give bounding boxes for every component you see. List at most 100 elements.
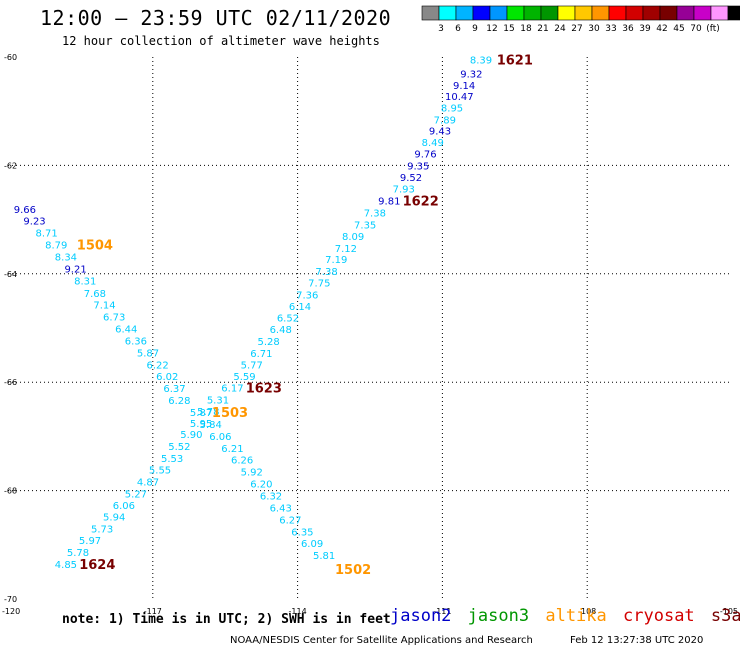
color-scale-label: 21	[537, 24, 548, 34]
color-scale-label: 24	[554, 24, 566, 34]
y-tick-label: -70	[4, 595, 17, 604]
x-tick-label: -105	[720, 607, 738, 616]
wave-height-point: 5.90	[180, 430, 202, 441]
color-scale-label: 15	[503, 24, 514, 34]
pass-number-label: 1503	[212, 406, 248, 421]
wave-height-point: 9.43	[429, 127, 451, 138]
wave-height-point: 6.43	[270, 503, 292, 514]
wave-height-point: 8.31	[74, 276, 96, 287]
pass-number-label: 1502	[335, 563, 371, 578]
color-scale-label: 12	[486, 24, 497, 34]
color-scale-label: 36	[622, 24, 634, 34]
wave-height-point: 4.85	[55, 560, 77, 571]
wave-height-point: 5.31	[207, 396, 229, 407]
wave-height-point: 6.02	[156, 372, 178, 383]
wave-height-point: 5.78	[197, 407, 219, 418]
color-scale-label: 18	[520, 24, 532, 34]
satellite-legend-cryosat: cryosat	[623, 606, 695, 626]
wave-height-point: 6.35	[291, 527, 313, 538]
wave-height-point: 7.14	[93, 301, 115, 312]
wave-height-point: 6.73	[103, 313, 125, 324]
wave-height-point: 9.81	[378, 197, 400, 208]
wave-height-point: 8.09	[342, 232, 364, 243]
x-tick-label: -117	[144, 607, 162, 616]
wave-height-point: 9.23	[23, 217, 45, 228]
wave-height-point: 5.87	[190, 408, 212, 419]
color-scale-label: 45	[673, 24, 684, 34]
wave-height-point: 5.92	[241, 468, 263, 479]
wave-height-point: 8.49	[422, 138, 444, 149]
chart-subtitle: 12 hour collection of altimeter wave hei…	[62, 34, 380, 48]
wave-height-point: 5.81	[313, 551, 335, 562]
y-tick-label: -60	[4, 53, 17, 62]
wave-height-point: 5.78	[67, 548, 89, 559]
wave-height-point: 9.76	[414, 149, 436, 160]
wave-height-point: 6.14	[289, 302, 311, 313]
color-scale-label: 39	[639, 24, 651, 34]
wave-height-point: 6.20	[250, 480, 272, 491]
wave-height-point: 8.95	[441, 103, 463, 114]
x-tick-label: -111	[433, 607, 451, 616]
wave-height-point: 6.27	[279, 515, 301, 526]
y-tick-label: -66	[4, 378, 17, 387]
wave-height-point: 6.52	[277, 314, 299, 325]
satellite-legend-jason3: jason3	[467, 606, 530, 626]
wave-height-point: 9.35	[407, 161, 429, 172]
wave-height-point: 7.35	[354, 220, 376, 231]
wave-height-point: 9.14	[453, 81, 475, 92]
wave-height-point: 6.17	[221, 384, 243, 395]
wave-height-point: 5.94	[103, 513, 125, 524]
color-swatch	[727, 5, 740, 21]
footer-credit: NOAA/NESDIS Center for Satellite Applica…	[230, 635, 533, 646]
wave-height-point: 5.97	[79, 536, 101, 547]
wave-height-point: 7.75	[308, 278, 330, 289]
wave-height-point: 5.27	[125, 489, 147, 500]
color-scale-label: 42	[656, 24, 667, 34]
color-scale-label: 9	[472, 24, 478, 34]
wave-height-point: 6.48	[270, 325, 292, 336]
wave-height-point: 5.28	[258, 337, 280, 348]
wave-height-point: 6.21	[221, 444, 243, 455]
wave-height-point: 5.59	[233, 372, 255, 383]
wave-height-point: 6.09	[301, 539, 323, 550]
wave-height-point: 7.36	[296, 290, 318, 301]
wave-height-point: 6.22	[146, 360, 168, 371]
y-tick-label: -64	[4, 270, 17, 279]
wave-height-point: 6.44	[115, 325, 137, 336]
footer: NOAA/NESDIS Center for Satellite Applica…	[230, 635, 703, 646]
wave-height-point: 7.93	[393, 185, 415, 196]
color-scale-label: 33	[605, 24, 616, 34]
wave-height-point: 5.95	[190, 419, 212, 430]
wave-height-point: 8.34	[55, 252, 77, 263]
color-scale-label: 3	[438, 24, 444, 34]
wave-height-point: 5.52	[168, 442, 190, 453]
y-tick-label: -68	[4, 487, 17, 496]
color-scale-label: 30	[588, 24, 600, 34]
wave-height-point: 7.38	[315, 267, 337, 278]
satellite-legend-s3a: s3a	[710, 606, 740, 626]
chart-title: 12:00 – 23:59 UTC 02/11/2020	[40, 6, 392, 30]
wave-height-point: 6.06	[209, 432, 231, 443]
wave-height-point: 7.12	[335, 244, 357, 255]
wave-height-point: 6.37	[163, 384, 185, 395]
pass-number-label: 1504	[77, 239, 113, 254]
satellite-legend: jason2 jason3 altika cryosat s3a	[390, 606, 740, 626]
color-scale-label: 6	[455, 24, 461, 34]
color-scale-legend: 3 6 9 12 15 18 21 24 27 30 33 36 39 42 45 70 (ft)	[421, 5, 740, 34]
wave-height-point: 5.87	[137, 348, 159, 359]
wave-height-point: 10.47	[445, 92, 474, 103]
wave-height-point: 8.71	[35, 229, 57, 240]
wave-height-point: 7.68	[84, 289, 106, 300]
pass-number-label: 1623	[246, 382, 282, 397]
wave-height-point: 9.21	[64, 264, 86, 275]
x-tick-label: -108	[578, 607, 596, 616]
wave-height-point: 8.39	[470, 56, 492, 67]
wave-height-point: 8.79	[45, 241, 67, 252]
wave-height-point: 5.77	[241, 360, 263, 371]
pass-number-label: 1624	[79, 558, 115, 573]
units-note: note: 1) Time is in UTC; 2) SWH is in fe…	[62, 612, 391, 627]
wave-height-point: 6.32	[260, 491, 282, 502]
wave-height-point: 5.84	[200, 420, 222, 431]
color-scale-label: 70	[690, 24, 702, 34]
